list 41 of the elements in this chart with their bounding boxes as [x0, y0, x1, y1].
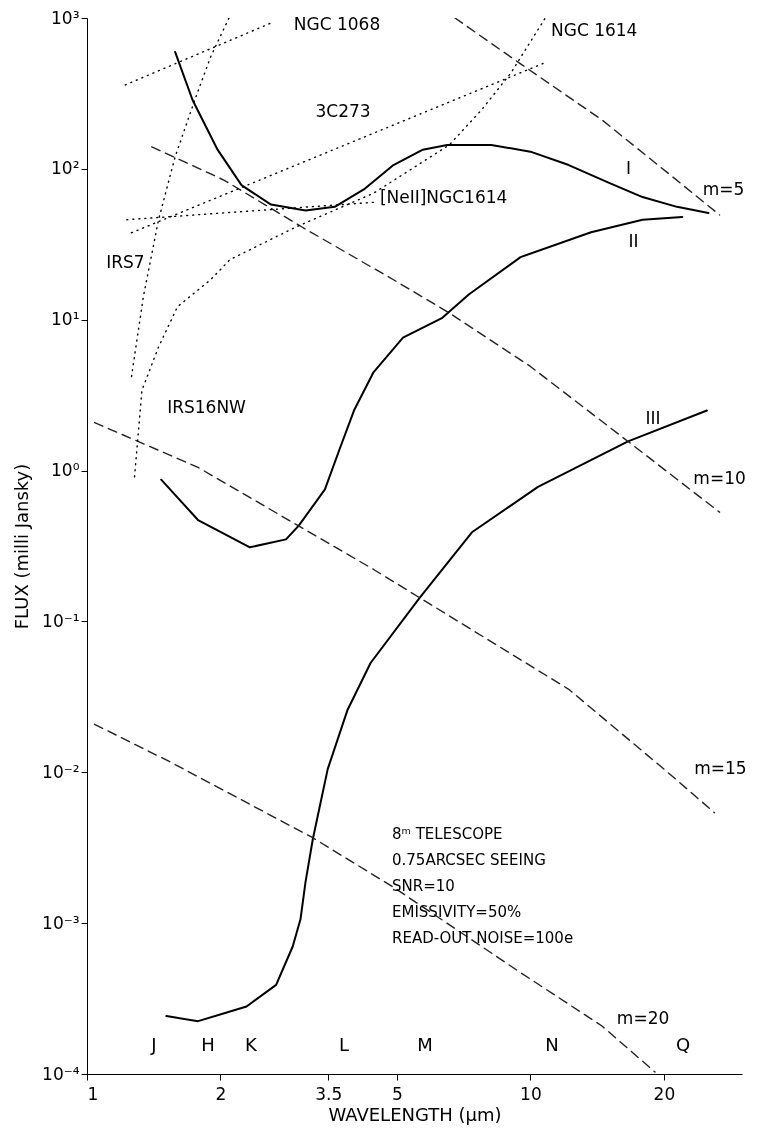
series-label: m=20 — [616, 1008, 670, 1029]
series-label: IRS16NW — [167, 396, 247, 417]
x-tick-label: 3.5 — [315, 1083, 343, 1104]
y-tick-label: 10² — [51, 158, 80, 179]
series-label: m=5 — [702, 178, 745, 199]
y-tick-label: 10⁻¹ — [42, 610, 80, 631]
annotation: SNR=10 — [392, 877, 455, 895]
series-label: m=10 — [693, 468, 746, 489]
y-tick-label: 10⁻³ — [42, 912, 80, 933]
annotation: M — [417, 1034, 433, 1055]
annotation: N — [545, 1034, 559, 1055]
y-tick-label: 10¹ — [51, 309, 80, 330]
annotation: K — [245, 1034, 259, 1055]
annotation: EMISSIVITY=50% — [392, 903, 522, 921]
series-label: II — [628, 230, 639, 251]
annotation: 8ᵐ TELESCOPE — [392, 825, 503, 843]
x-tick-label: 10 — [520, 1083, 542, 1104]
x-tick-label: 1 — [87, 1083, 99, 1104]
annotation: H — [201, 1034, 215, 1055]
y-axis-title: FLUX (milli Jansky) — [11, 463, 33, 630]
x-axis-title: WAVELENGTH (μm) — [328, 1103, 502, 1125]
series-label: m=15 — [694, 757, 747, 778]
series-label: I — [626, 157, 632, 178]
series-label: IRS7 — [106, 251, 145, 272]
y-tick-label: 10³ — [51, 7, 80, 28]
y-tick-label: 10⁻⁴ — [42, 1063, 80, 1084]
x-tick-label: 20 — [653, 1083, 676, 1104]
series-label: 3C273 — [315, 100, 371, 121]
x-tick-label: 5 — [392, 1083, 403, 1104]
y-tick-label: 10⁻² — [42, 761, 80, 782]
annotation: L — [338, 1034, 350, 1055]
series-label: III — [645, 408, 661, 429]
annotation: Q — [675, 1034, 691, 1055]
x-tick-label: 2 — [215, 1083, 227, 1104]
annotation: 0.75ARCSEC SEEING — [392, 851, 546, 869]
y-tick-label: 10⁰ — [51, 460, 80, 481]
annotation: NGC 1614 — [551, 20, 638, 40]
annotation: J — [150, 1034, 157, 1055]
series-label: [NeII]NGC1614 — [379, 187, 508, 208]
series-label: NGC 1068 — [293, 14, 381, 35]
annotation: READ-OUT NOISE=100e — [392, 929, 574, 947]
